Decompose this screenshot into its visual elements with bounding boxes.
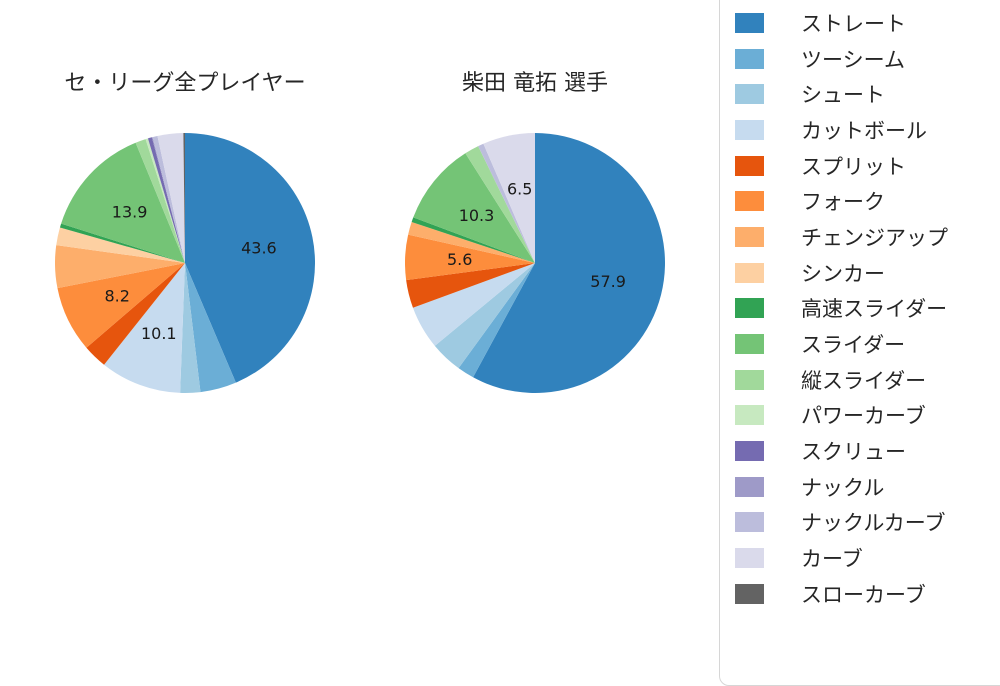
pie-slice-0-10 xyxy=(135,139,185,263)
pie-slice-0-4 xyxy=(86,263,185,365)
pie-slice-1-1 xyxy=(458,263,535,378)
pie-slice-1-6 xyxy=(408,222,535,263)
legend-label: ナックル xyxy=(801,475,885,500)
legend-label: フォーク xyxy=(801,190,885,215)
legend-swatch xyxy=(735,476,764,497)
legend-label: カットボール xyxy=(801,118,927,143)
legend-swatch xyxy=(735,512,764,533)
pie-value-label: 10.1 xyxy=(141,324,177,343)
pie-slice-1-0 xyxy=(473,133,666,393)
legend-swatch xyxy=(735,48,764,69)
legend-item: シュート xyxy=(720,76,1000,112)
pie-slice-0-2 xyxy=(180,263,201,394)
legend-item: カーブ xyxy=(720,540,1000,576)
legend-item: スライダー xyxy=(720,326,1000,362)
pie-slice-0-11 xyxy=(145,138,185,263)
legend-label: パワーカーブ xyxy=(801,404,926,429)
legend-item: スクリュー xyxy=(720,433,1000,469)
pie-title-player: 柴田 竜拓 選手 xyxy=(462,71,608,96)
legend-swatch xyxy=(735,441,764,462)
pie-value-label: 5.6 xyxy=(447,250,472,269)
legend-item: フォーク xyxy=(720,183,1000,219)
legend-swatch xyxy=(735,226,764,247)
legend-swatch xyxy=(735,84,764,105)
pie-slice-1-5 xyxy=(404,234,535,281)
pie-slice-0-8 xyxy=(59,223,185,263)
pie-chart-player: 57.9 5.6 10.3 6.5 xyxy=(404,133,666,393)
pie-slice-1-15 xyxy=(483,133,535,263)
pie-slice-0-0 xyxy=(185,133,316,383)
legend-item: 高速スライダー xyxy=(720,291,1000,327)
pie-slice-0-1 xyxy=(185,263,236,393)
pie-title-league: セ・リーグ全プレイヤー xyxy=(64,71,306,96)
legend-label: スクリュー xyxy=(801,440,906,465)
legend-item: チェンジアップ xyxy=(720,219,1000,255)
pie-value-label: 13.9 xyxy=(112,202,148,221)
legend-swatch xyxy=(735,583,764,604)
legend-item: ナックルカーブ xyxy=(720,505,1000,541)
pie-value-label: 43.6 xyxy=(241,238,277,257)
pie-figure-player: 柴田 竜拓 選手 57.9 5.6 10.3 6.5 xyxy=(400,70,670,393)
legend-label: 高速スライダー xyxy=(801,297,948,322)
legend-item: スローカーブ xyxy=(720,576,1000,612)
pie-value-label: 8.2 xyxy=(104,287,129,306)
pie-slice-0-15 xyxy=(157,133,185,263)
legend-items: ストレートツーシームシュートカットボール スプリットフォークチェンジアップ シンカー… xyxy=(720,5,1000,612)
pie-slice-0-6 xyxy=(55,245,185,289)
pie-slice-0-13 xyxy=(151,137,185,263)
legend-swatch xyxy=(735,119,764,140)
legend-item: パワーカーブ xyxy=(720,398,1000,434)
legend-swatch xyxy=(735,369,764,390)
pie-slice-1-4 xyxy=(406,263,535,308)
pie-slice-1-8 xyxy=(411,217,535,263)
pie-slice-1-9 xyxy=(413,153,535,263)
pie-slice-1-14 xyxy=(478,143,535,263)
pie-slice-0-7 xyxy=(56,227,185,263)
legend-item: カットボール xyxy=(720,112,1000,148)
pie-slice-0-14 xyxy=(152,135,185,263)
legend-label: スプリット xyxy=(801,154,906,179)
legend-swatch xyxy=(735,191,764,212)
pie-value-label: 10.3 xyxy=(459,206,495,225)
pie-chart-league: 43.6 10.1 8.2 13.9 xyxy=(55,133,316,394)
legend-item: ストレート xyxy=(720,5,1000,41)
legend-label: チェンジアップ xyxy=(801,225,948,250)
pie-slice-1-10 xyxy=(465,146,535,263)
legend-swatch xyxy=(735,155,764,176)
legend-label: ストレート xyxy=(801,11,906,36)
legend-label: シュート xyxy=(801,83,885,108)
pie-figure-league: セ・リーグ全プレイヤー 43.6 10.1 8.2 13.9 xyxy=(50,70,320,394)
legend-label: シンカー xyxy=(801,261,885,286)
legend-label: スローカーブ xyxy=(801,582,926,607)
legend-swatch xyxy=(735,334,764,355)
legend-swatch xyxy=(735,405,764,426)
legend-swatch xyxy=(735,262,764,283)
legend-label: ナックルカーブ xyxy=(801,511,946,536)
pie-svg-1: 57.9 5.6 10.3 6.5 xyxy=(404,133,666,393)
pie-value-label: 6.5 xyxy=(507,180,532,199)
legend-swatch xyxy=(735,548,764,569)
legend-label: カーブ xyxy=(801,547,863,572)
pie-slice-0-3 xyxy=(104,263,185,393)
legend-label: スライダー xyxy=(801,333,906,358)
pie-slice-0-9 xyxy=(61,142,185,263)
pie-svg-0: 43.6 10.1 8.2 13.9 xyxy=(55,133,316,394)
legend-swatch xyxy=(735,298,764,319)
legend-item: 縦スライダー xyxy=(720,362,1000,398)
pie-slice-0-5 xyxy=(57,263,185,348)
pie-slice-0-16 xyxy=(183,133,185,263)
legend-item: ナックル xyxy=(720,469,1000,505)
legend-item: スプリット xyxy=(720,148,1000,184)
legend-item: シンカー xyxy=(720,255,1000,291)
legend: ストレートツーシームシュートカットボール スプリットフォークチェンジアップ シンカー… xyxy=(719,0,1000,686)
pie-value-label: 57.9 xyxy=(590,272,626,291)
legend-item: ツーシーム xyxy=(720,41,1000,77)
pie-slice-0-12 xyxy=(147,137,185,263)
legend-label: 縦スライダー xyxy=(801,368,927,393)
legend-label: ツーシーム xyxy=(801,47,905,72)
legend-swatch xyxy=(735,12,764,33)
pie-slice-1-2 xyxy=(434,263,535,369)
pie-slice-1-3 xyxy=(412,263,535,346)
